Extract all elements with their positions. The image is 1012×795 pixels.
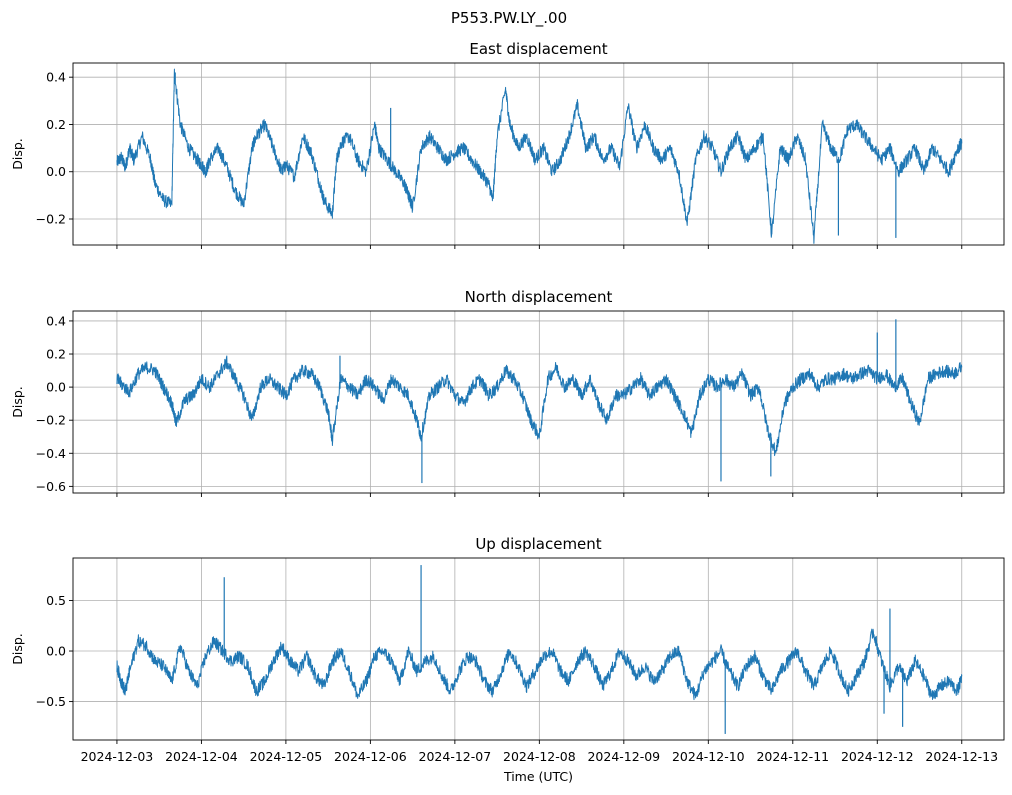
north-panel-ylabel: Disp. xyxy=(10,386,25,418)
x-tick-label: 2024-12-06 xyxy=(334,749,407,764)
east-y-tick-label: 0.0 xyxy=(46,164,66,179)
east-panel-ylabel: Disp. xyxy=(10,138,25,170)
up-y-tick-label: −0.5 xyxy=(36,694,66,709)
x-tick-label: 2024-12-03 xyxy=(81,749,154,764)
east-y-tick-label: −0.2 xyxy=(36,212,66,227)
x-tick-label: 2024-12-13 xyxy=(925,749,998,764)
x-tick-label: 2024-12-05 xyxy=(250,749,323,764)
x-tick-label: 2024-12-10 xyxy=(672,749,745,764)
up-series-line xyxy=(116,628,963,701)
north-y-tick-label: 0.2 xyxy=(46,347,66,362)
up-panel-ylabel: Disp. xyxy=(10,633,25,665)
east-series-line xyxy=(116,68,963,244)
north-axes-frame xyxy=(72,310,1005,494)
x-tick-label: 2024-12-11 xyxy=(756,749,829,764)
north-y-tick-label: −0.4 xyxy=(36,446,66,461)
north-displacement-panel: North displacement Disp. −0.6 −0.4 −0.2 0.0… xyxy=(10,288,1005,497)
x-tick-label: 2024-12-09 xyxy=(587,749,660,764)
north-y-tick-label: −0.6 xyxy=(36,479,66,494)
up-panel-xlabel: Time (UTC) xyxy=(503,769,573,784)
east-y-tick-label: 0.2 xyxy=(46,117,66,132)
x-tick-label: 2024-12-08 xyxy=(503,749,576,764)
east-y-tick-label: 0.4 xyxy=(46,70,66,85)
east-panel-title: East displacement xyxy=(469,40,607,58)
north-panel-title: North displacement xyxy=(465,288,613,306)
x-tick-label: 2024-12-12 xyxy=(841,749,914,764)
x-tick-label: 2024-12-07 xyxy=(419,749,492,764)
up-y-tick-label: 0.5 xyxy=(46,593,66,608)
up-y-tick-label: 0.0 xyxy=(46,644,66,659)
east-axes-frame xyxy=(72,62,1005,246)
x-tick-label: 2024-12-04 xyxy=(165,749,238,764)
north-y-tick-label: 0.0 xyxy=(46,380,66,395)
up-axes-frame xyxy=(72,557,1005,741)
north-y-tick-label: −0.2 xyxy=(36,413,66,428)
up-panel-title: Up displacement xyxy=(475,535,601,553)
north-series-line xyxy=(116,355,963,457)
figure-suptitle: P553.PW.LY_.00 xyxy=(451,9,567,28)
east-displacement-panel: East displacement Disp. −0.2 0.0 0.2 0.4 xyxy=(10,40,1005,249)
north-y-tick-label: 0.4 xyxy=(46,313,66,328)
up-displacement-panel: Up displacement Disp. Time (UTC) −0.5 0.0… xyxy=(10,535,1005,784)
